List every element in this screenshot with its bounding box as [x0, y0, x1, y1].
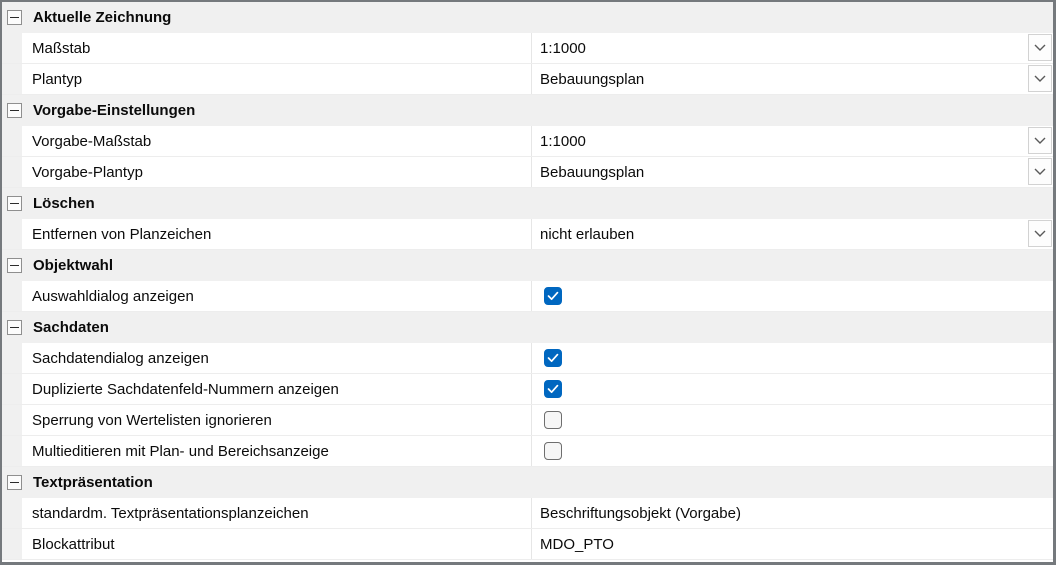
- section-title: Vorgabe-Einstellungen: [33, 102, 196, 119]
- value-text: nicht erlauben: [540, 225, 635, 243]
- property-row-textpraesentationsplanzeichen[interactable]: standardm. Textpräsentationsplanzeichen …: [2, 498, 1053, 529]
- property-label: Sachdatendialog anzeigen: [22, 343, 532, 373]
- checkbox[interactable]: [544, 287, 562, 305]
- value-text: Bebauungsplan: [540, 163, 645, 181]
- row-gutter: [2, 219, 22, 249]
- dropdown-button[interactable]: [1028, 158, 1052, 185]
- property-label: Entfernen von Planzeichen: [22, 219, 532, 249]
- chevron-down-icon: [1034, 75, 1046, 82]
- row-gutter: [2, 157, 22, 187]
- property-label: Vorgabe-Plantyp: [22, 157, 532, 187]
- collapse-minus-icon[interactable]: [7, 103, 22, 118]
- property-value-text[interactable]: Beschriftungsobjekt (Vorgabe): [532, 498, 1053, 528]
- property-label: standardm. Textpräsentationsplanzeichen: [22, 498, 532, 528]
- value-text: Beschriftungsobjekt (Vorgabe): [540, 504, 741, 522]
- value-text: Bebauungsplan: [540, 70, 645, 88]
- property-value-dropdown[interactable]: nicht erlauben: [532, 219, 1053, 249]
- property-row-vorgabe-massstab[interactable]: Vorgabe-Maßstab 1:1000: [2, 126, 1053, 157]
- property-row-blockattribut[interactable]: Blockattribut MDO_PTO: [2, 529, 1053, 560]
- property-value-dropdown[interactable]: Bebauungsplan: [532, 157, 1053, 187]
- row-gutter: [2, 126, 22, 156]
- property-row-auswahldialog-anzeigen[interactable]: Auswahldialog anzeigen: [2, 281, 1053, 312]
- property-value-dropdown[interactable]: 1:1000: [532, 33, 1053, 63]
- value-text: MDO_PTO: [540, 535, 614, 553]
- property-row-duplizierte-sachdatenfeld-nummern[interactable]: Duplizierte Sachdatenfeld-Nummern anzeig…: [2, 374, 1053, 405]
- section-title: Objektwahl: [33, 257, 114, 274]
- property-value-checkbox: [532, 343, 1053, 373]
- property-value-text[interactable]: MDO_PTO: [532, 529, 1053, 559]
- property-label: Multieditieren mit Plan- und Bereichsanz…: [22, 436, 532, 466]
- collapse-minus-icon[interactable]: [7, 196, 22, 211]
- value-text: 1:1000: [540, 39, 586, 57]
- row-gutter: [2, 405, 22, 435]
- section-header-sachdaten[interactable]: Sachdaten: [2, 312, 1053, 343]
- collapse-minus-icon[interactable]: [7, 258, 22, 273]
- row-gutter: [2, 436, 22, 466]
- checkbox[interactable]: [544, 442, 562, 460]
- dropdown-button[interactable]: [1028, 220, 1052, 247]
- chevron-down-icon: [1034, 137, 1046, 144]
- property-row-sperrung-von-wertelisten[interactable]: Sperrung von Wertelisten ignorieren: [2, 405, 1053, 436]
- dropdown-button[interactable]: [1028, 65, 1052, 92]
- property-label: Maßstab: [22, 33, 532, 63]
- section-header-loeschen[interactable]: Löschen: [2, 188, 1053, 219]
- section-title: Sachdaten: [33, 319, 109, 336]
- row-gutter: [2, 64, 22, 94]
- property-row-multieditieren[interactable]: Multieditieren mit Plan- und Bereichsanz…: [2, 436, 1053, 467]
- checkmark-icon: [547, 384, 559, 394]
- section-header-objektwahl[interactable]: Objektwahl: [2, 250, 1053, 281]
- collapse-minus-icon[interactable]: [7, 10, 22, 25]
- property-value-checkbox: [532, 436, 1053, 466]
- chevron-down-icon: [1034, 44, 1046, 51]
- property-value-checkbox: [532, 405, 1053, 435]
- property-label: Sperrung von Wertelisten ignorieren: [22, 405, 532, 435]
- row-gutter: [2, 343, 22, 373]
- dropdown-button[interactable]: [1028, 34, 1052, 61]
- property-label: Vorgabe-Maßstab: [22, 126, 532, 156]
- collapse-minus-icon[interactable]: [7, 475, 22, 490]
- collapse-minus-icon[interactable]: [7, 320, 22, 335]
- value-text: 1:1000: [540, 132, 586, 150]
- property-row-plantyp[interactable]: Plantyp Bebauungsplan: [2, 64, 1053, 95]
- property-value-checkbox: [532, 374, 1053, 404]
- property-label: Blockattribut: [22, 529, 532, 559]
- row-gutter: [2, 33, 22, 63]
- property-value-dropdown[interactable]: 1:1000: [532, 126, 1053, 156]
- property-label: Auswahldialog anzeigen: [22, 281, 532, 311]
- section-title: Aktuelle Zeichnung: [33, 9, 172, 26]
- checkbox[interactable]: [544, 380, 562, 398]
- checkbox[interactable]: [544, 349, 562, 367]
- checkmark-icon: [547, 353, 559, 363]
- section-header-textpraesentation[interactable]: Textpräsentation: [2, 467, 1053, 498]
- section-title: Textpräsentation: [33, 474, 153, 491]
- dropdown-button[interactable]: [1028, 127, 1052, 154]
- property-row-vorgabe-plantyp[interactable]: Vorgabe-Plantyp Bebauungsplan: [2, 157, 1053, 188]
- property-row-sachdatendialog-anzeigen[interactable]: Sachdatendialog anzeigen: [2, 343, 1053, 374]
- property-row-entfernen-von-planzeichen[interactable]: Entfernen von Planzeichen nicht erlauben: [2, 219, 1053, 250]
- property-value-checkbox: [532, 281, 1053, 311]
- row-gutter: [2, 529, 22, 559]
- checkbox[interactable]: [544, 411, 562, 429]
- section-header-aktuelle-zeichnung[interactable]: Aktuelle Zeichnung: [2, 2, 1053, 33]
- chevron-down-icon: [1034, 230, 1046, 237]
- row-gutter: [2, 498, 22, 528]
- row-gutter: [2, 374, 22, 404]
- property-label: Plantyp: [22, 64, 532, 94]
- section-title: Löschen: [33, 195, 95, 212]
- property-label: Duplizierte Sachdatenfeld-Nummern anzeig…: [22, 374, 532, 404]
- section-header-vorgabe-einstellungen[interactable]: Vorgabe-Einstellungen: [2, 95, 1053, 126]
- checkmark-icon: [547, 291, 559, 301]
- property-row-massstab[interactable]: Maßstab 1:1000: [2, 33, 1053, 64]
- row-gutter: [2, 281, 22, 311]
- property-value-dropdown[interactable]: Bebauungsplan: [532, 64, 1053, 94]
- chevron-down-icon: [1034, 168, 1046, 175]
